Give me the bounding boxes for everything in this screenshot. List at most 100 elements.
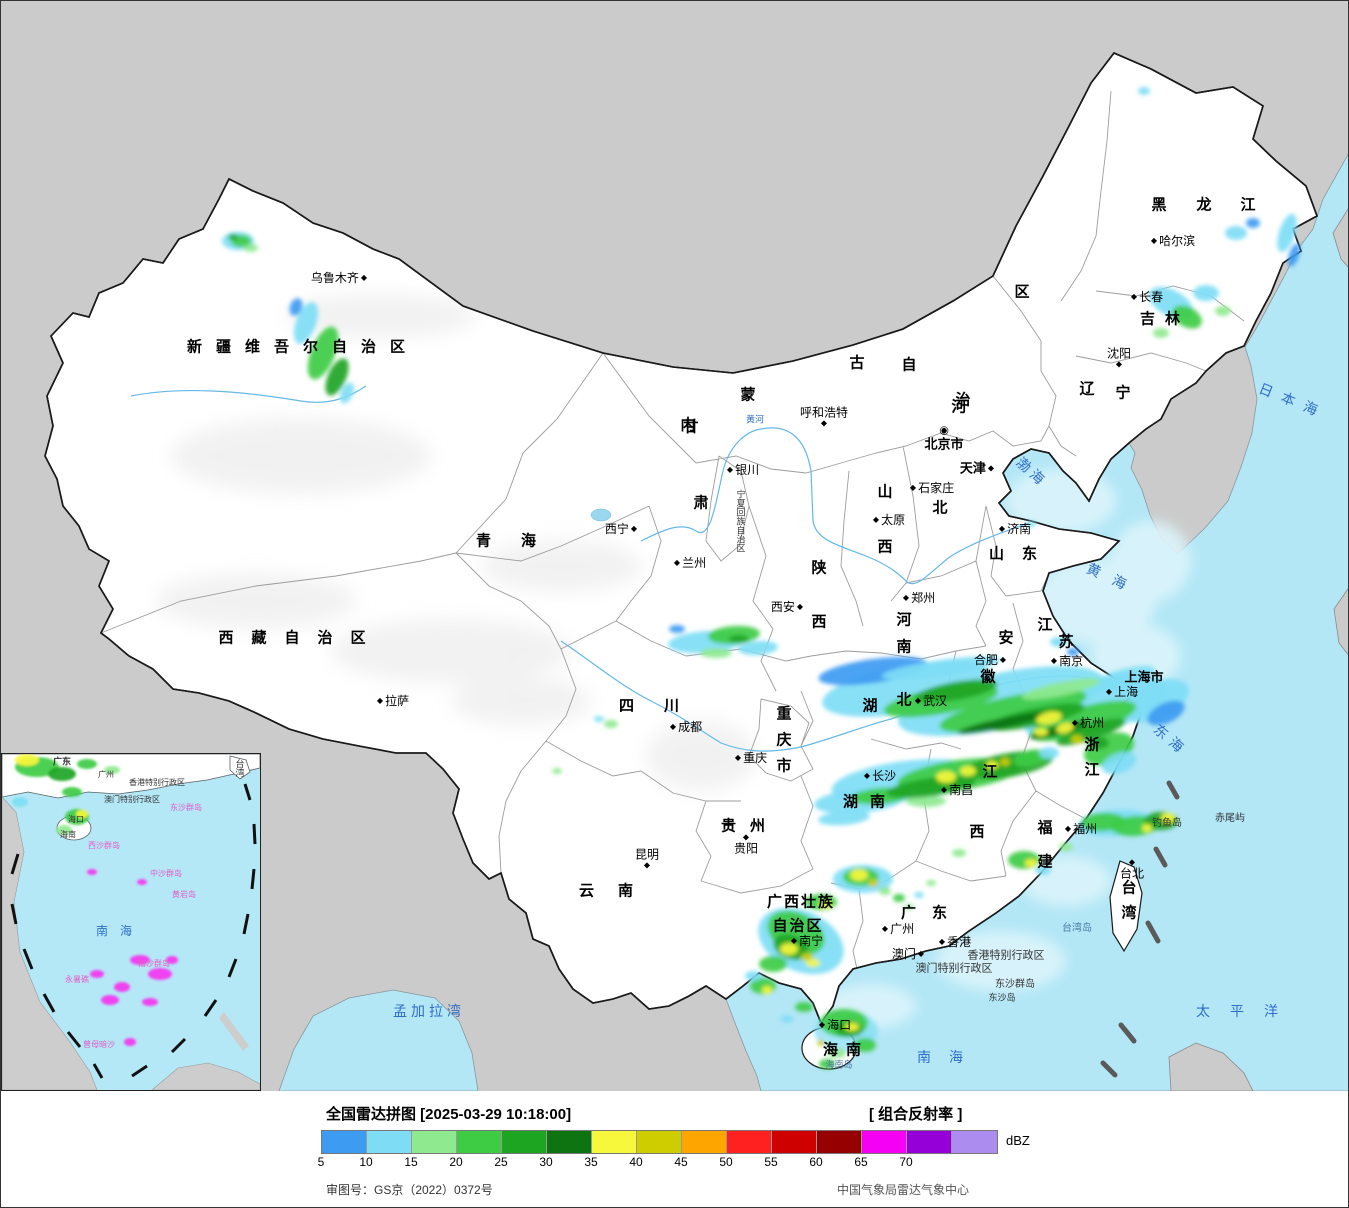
dbz-unit-label: dBZ: [1006, 1133, 1030, 1148]
radar-echo: [90, 970, 104, 978]
yellow-river: [640, 427, 1030, 585]
radar-echo: [1089, 737, 1109, 749]
radar-echo: [137, 879, 147, 885]
radar-echo: [893, 894, 905, 902]
radar-echo: [114, 982, 130, 992]
map-title: 全国雷达拼图 [2025-03-29 10:18:00]: [326, 1106, 572, 1123]
radar-echo: [148, 968, 172, 980]
radar-echo: [594, 716, 604, 722]
radar-echo: [1193, 285, 1219, 301]
radar-echo: [879, 887, 891, 895]
radar-echo: [952, 849, 966, 857]
legend-color-cell: [457, 1131, 502, 1153]
province-boundaries: [100, 90, 1245, 970]
radar-echo: [1021, 678, 1101, 700]
legend-color-cell: [412, 1131, 457, 1153]
philippines: [1168, 1042, 1254, 1091]
radar-echo: [1101, 751, 1137, 775]
radar-echo: [904, 904, 914, 910]
legend-color-cell: [682, 1131, 727, 1153]
south-china-sea-inset: 广东 广州 香港特别行政区 澳门特别行政区 台湾 东沙群岛 海口 海南 西沙群岛 中沙群岛 黄岩岛南…: [1, 753, 261, 1091]
radar-echo: [868, 879, 878, 887]
approval-number: 审图号：GS京（2022）0372号: [326, 1183, 493, 1197]
legend-tick: 45: [674, 1155, 688, 1169]
radar-echo: [759, 956, 787, 972]
radar-echo: [818, 810, 870, 826]
legend-tick: 30: [539, 1155, 553, 1169]
radar-echo: [552, 768, 562, 774]
legend-color-cell: [637, 1131, 682, 1153]
legend-color-cell: [502, 1131, 547, 1153]
radar-echo: [781, 1015, 793, 1023]
radar-echo: [325, 358, 349, 396]
japan-fragment: [1332, 208, 1348, 268]
legend-color-cell: [322, 1131, 367, 1153]
radar-echo: [1246, 218, 1260, 228]
radar-echo: [12, 797, 28, 807]
legend-color-cell: [547, 1131, 592, 1153]
product-name: [ 组合反射率 ]: [869, 1106, 963, 1123]
radar-echo: [1026, 521, 1036, 527]
legend-tick: 70: [899, 1155, 913, 1169]
radar-echo: [960, 766, 976, 776]
radar-echo: [1225, 226, 1247, 240]
legend-color-cell: [817, 1131, 862, 1153]
radar-echo: [780, 943, 798, 955]
radar-echo: [926, 880, 936, 886]
radar-echo: [845, 1023, 859, 1031]
radar-echo: [1087, 666, 1155, 692]
radar-echo: [244, 244, 258, 252]
radar-echo: [1161, 813, 1175, 823]
radar-echo: [669, 625, 685, 633]
radar-echo: [1071, 735, 1083, 743]
inset-palawan: [219, 1012, 249, 1051]
legend-tick: 55: [764, 1155, 778, 1169]
radar-echo: [76, 810, 88, 818]
radar-echo: [1025, 859, 1037, 867]
legend-color-cell: [772, 1131, 817, 1153]
radar-echo: [101, 995, 119, 1005]
radar-echo: [1008, 851, 1040, 869]
radar-echo: [745, 971, 761, 981]
radar-echo: [1034, 728, 1048, 736]
radar-echo: [15, 754, 39, 766]
radar-echo: [130, 955, 150, 965]
radar-echo: [818, 656, 928, 686]
radar-echo: [806, 959, 820, 967]
radar-echo: [1059, 843, 1073, 851]
radar-echo: [819, 900, 831, 908]
radar-echo: [762, 986, 772, 994]
japan-fragment: [1333, 588, 1348, 656]
radar-echo: [48, 767, 76, 781]
colorbar: [321, 1130, 998, 1154]
radar-echo: [142, 998, 158, 1006]
radar-echo: [87, 869, 97, 875]
radar-echo: [886, 776, 976, 798]
radar-echo: [604, 720, 618, 728]
legend-tick: 60: [809, 1155, 823, 1169]
inset-radar-echo-layer: [12, 754, 178, 1046]
legend-tick: 40: [629, 1155, 643, 1169]
radar-echo: [56, 825, 72, 835]
legend-color-cell: [907, 1131, 952, 1153]
radar-echo: [339, 382, 355, 404]
radar-echo: [986, 761, 998, 769]
legend-tick: 20: [449, 1155, 463, 1169]
radar-echo: [906, 795, 946, 807]
radar-echo: [1287, 243, 1301, 267]
terrain-shading: [156, 294, 756, 791]
radar-echo: [62, 787, 82, 797]
legend-tick: 15: [404, 1155, 418, 1169]
legend-color-cell: [592, 1131, 637, 1153]
legend-tick: 10: [359, 1155, 373, 1169]
legend-tick: 5: [317, 1155, 325, 1169]
radar-echo: [1050, 637, 1068, 647]
radar-echo: [936, 771, 956, 783]
radar-echo: [1035, 865, 1051, 875]
radar-echo: [738, 640, 778, 656]
radar-echo: [1215, 306, 1231, 316]
bay-of-bengal: [278, 989, 479, 1091]
taiwan-island: [1109, 860, 1143, 953]
radar-echo: [817, 1040, 825, 1046]
